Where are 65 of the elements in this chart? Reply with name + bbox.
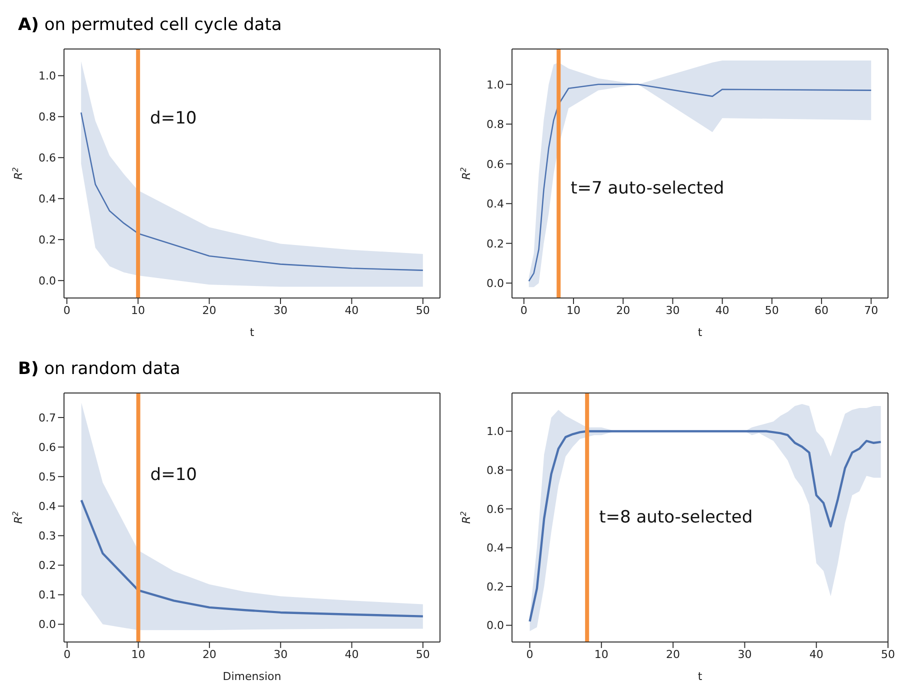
y-tick-label: 0.1 [38, 588, 56, 602]
y-tick-label: 0.4 [38, 500, 56, 514]
chart-title: B) on random data [18, 359, 180, 379]
chart-title: A) on permuted cell cycle data [18, 15, 282, 35]
y-tick-label: 0.4 [486, 198, 504, 211]
line-series [80, 112, 424, 271]
y-tick-label: 0.2 [486, 237, 504, 250]
x-tick-label: 20 [666, 648, 680, 661]
x-tick-label: 30 [666, 304, 680, 317]
y-tick-label: 0.4 [38, 192, 56, 206]
x-tick-label: 0 [63, 304, 70, 317]
x-tick-label: 10 [131, 304, 146, 317]
y-tick-label: 1.0 [486, 78, 504, 92]
y-tick-label: 0.0 [38, 274, 56, 288]
y-tick-label: 1.0 [486, 425, 504, 438]
ref-line-label: d=10 [150, 108, 197, 129]
y-tick-label: 0.6 [486, 158, 504, 171]
y-tick-label: 0.4 [486, 542, 504, 555]
y-tick-label: 1.0 [38, 70, 56, 83]
x-tick-label: 70 [864, 304, 878, 317]
x-tick-label: 40 [344, 648, 359, 661]
y-tick-label: 0.5 [38, 470, 56, 484]
line-series [528, 430, 882, 623]
x-tick-label: 20 [202, 648, 216, 661]
x-tick-label: 50 [881, 648, 895, 661]
x-tick-label: 40 [715, 304, 730, 317]
y-tick-label: 0.2 [486, 580, 504, 594]
ref-line-label: t=7 auto-selected [570, 178, 724, 198]
x-tick-label: 0 [64, 648, 71, 661]
x-tick-label: 30 [273, 304, 288, 317]
x-tick-label: 50 [416, 648, 430, 661]
y-tick-label: 0.0 [486, 277, 504, 290]
y-tick-label: 0.0 [486, 619, 504, 632]
y-tick-label: 0.8 [486, 464, 504, 477]
x-tick-label: 0 [520, 304, 528, 317]
x-tick-label: 10 [594, 648, 608, 661]
y-tick-label: 0.7 [38, 411, 56, 424]
x-tick-label: 20 [202, 304, 216, 317]
y-tick-label: 0.6 [38, 152, 56, 165]
y-tick-label: 0.6 [486, 502, 504, 516]
x-tick-label: 40 [809, 648, 824, 661]
x-tick-label: 50 [416, 304, 430, 317]
x-tick-label: 30 [738, 648, 752, 661]
line-series [80, 499, 424, 618]
x-tick-label: 10 [131, 648, 146, 661]
x-tick-label: 0 [526, 648, 534, 661]
y-tick-label: 0.3 [38, 530, 56, 543]
x-axis-title: t [698, 326, 703, 339]
x-tick-label: 50 [764, 304, 779, 317]
y-tick-label: 0.6 [38, 440, 56, 454]
x-axis-title: t [250, 326, 255, 339]
ref-line-label: d=10 [150, 465, 197, 486]
y-tick-label: 0.2 [38, 234, 56, 246]
x-tick-label: 30 [274, 648, 288, 661]
x-tick-label: 60 [814, 304, 829, 317]
y-tick-label: 0.8 [486, 118, 504, 132]
x-tick-label: 40 [344, 304, 359, 317]
y-tick-label: 0.8 [38, 110, 56, 124]
x-axis-title: Dimension [222, 670, 282, 683]
x-tick-label: 20 [616, 304, 630, 317]
y-tick-label: 0.0 [38, 618, 56, 632]
x-tick-label: 10 [566, 304, 581, 317]
x-axis-title: t [698, 670, 703, 683]
y-tick-label: 0.2 [38, 559, 56, 572]
ref-line-label: t=8 auto-selected [599, 507, 753, 528]
